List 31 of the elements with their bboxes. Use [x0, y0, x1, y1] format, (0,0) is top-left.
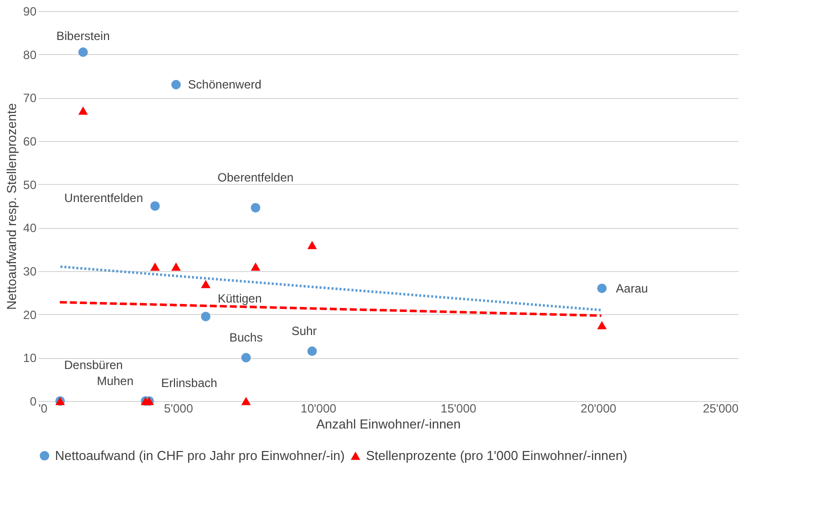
annotation: Muhen: [96, 374, 134, 388]
x-tick-label: 5'000: [164, 402, 194, 416]
annotation: Aarau: [616, 281, 648, 296]
annotation: Buchs: [229, 330, 263, 345]
x-tick-label: 20'000: [580, 402, 617, 416]
annotation: Oberentfelden: [218, 170, 294, 185]
y-tick-label: 90: [23, 4, 37, 18]
x-tick-label: 10'000: [300, 402, 337, 416]
x-axis-title: Anzahl Einwohner/-innen: [316, 416, 461, 432]
y-tick-label: 20: [23, 308, 37, 322]
y-axis-title: Nettoaufwand resp. Stellenprozente: [4, 103, 20, 310]
y-tick-label: 80: [23, 48, 37, 62]
x-tick-label: 15'000: [440, 402, 477, 416]
y-tick-label: 70: [23, 91, 37, 106]
y-tick-label: 0: [30, 394, 37, 408]
annotation: Küttigen: [218, 292, 262, 306]
annotation: Suhr: [291, 324, 317, 338]
y-tick-label: 30: [23, 264, 37, 278]
annotation: Biberstein: [56, 29, 110, 44]
y-tick-label: 40: [23, 221, 37, 236]
y-tick-label: 50: [23, 178, 37, 192]
legend-label: Stellenprozente (pro 1'000 Einwohner/-innen): [366, 448, 628, 463]
x-tick-label: '0: [38, 402, 48, 416]
x-tick-label: 25'000: [702, 402, 739, 416]
annotation: Schönenwerd: [188, 78, 262, 92]
y-tick-label: 60: [23, 134, 37, 148]
y-tick-label: 10: [23, 351, 37, 366]
annotation: Unterentfelden: [64, 191, 144, 205]
legend-label: Nettoaufwand (in CHF pro Jahr pro Einwohner/-in): [55, 448, 345, 463]
annotation: Erlinsbach: [161, 376, 218, 390]
annotation: Densbüren: [64, 358, 123, 372]
